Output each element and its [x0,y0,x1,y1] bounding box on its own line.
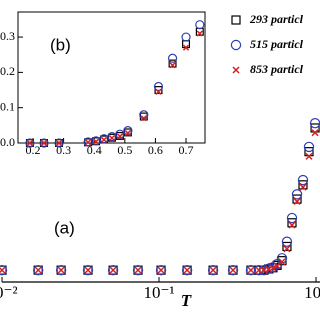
circle-marker [32,264,44,276]
x-marker [278,258,286,266]
x-marker [247,266,255,274]
x-marker [116,133,123,140]
circle-marker [207,264,219,276]
square-marker [292,194,302,204]
square-marker [282,241,292,252]
x-marker [0,266,6,274]
circle-marker [55,264,67,276]
legend-marker [232,66,240,74]
circle-marker [181,264,193,276]
x-tick-label: 0.7 [179,143,194,157]
x-marker [55,139,63,147]
x-tick-label: 0.3 [56,143,71,157]
y-tick-label: 0.3 [0,29,15,43]
x-marker [109,266,117,274]
x-marker [108,134,116,142]
legend-marker [230,39,242,51]
circle-marker [107,132,117,142]
circle-marker [25,138,35,148]
square-marker [298,180,308,190]
circle-marker [132,264,144,276]
legend-label: 853 particl [250,62,304,76]
circle-marker [82,264,94,276]
x-marker [283,245,291,253]
x-tick-label: 0.5 [117,143,132,157]
circle-marker [195,20,205,30]
x-marker [288,221,296,229]
x-marker [209,266,217,274]
circle-marker [281,236,293,247]
y-tick-label: 0.1 [0,99,15,113]
circle-marker [303,141,315,153]
x-tick-label: 10⁻² [0,283,18,302]
legend-label: 293 particl [249,12,304,26]
x-marker [34,266,42,274]
y-tick-label: 0.2 [0,64,15,78]
circle-marker [181,32,191,42]
circle-marker [155,264,167,276]
x-marker [229,266,237,274]
x-marker [157,266,165,274]
x-marker [169,62,176,69]
x-marker [85,139,92,146]
panel-label: (b) [50,35,71,54]
legend-marker [231,15,241,25]
circle-marker [115,129,125,139]
legend-label: 515 particl [250,37,304,51]
circle-marker [0,264,8,276]
square-marker [168,59,177,68]
x-marker [124,130,131,137]
panel-label: (a) [54,218,75,237]
x-marker [183,266,191,274]
circle-marker [297,174,309,186]
x-marker [155,88,162,95]
x-marker [134,266,142,274]
x-axis-label: T [181,291,192,310]
circle-marker [309,118,320,129]
x-marker [311,129,319,137]
x-marker [305,152,313,160]
x-tick-label: 0.6 [148,143,163,157]
circle-marker [167,53,178,63]
x-marker [84,266,92,274]
circle-marker [153,81,164,92]
circle-marker [123,126,133,136]
circle-marker [107,264,119,276]
x-marker [299,183,307,191]
circle-marker [286,212,298,224]
circle-marker [245,264,257,276]
x-marker [40,139,48,147]
x-marker [57,266,65,274]
x-tick-label: 10⁰ [304,283,320,302]
x-marker [269,264,277,272]
x-marker [100,136,108,143]
x-marker [196,30,203,37]
x-marker [182,44,190,51]
x-marker [92,138,100,145]
x-tick-label: 10⁻¹ [143,283,174,302]
y-tick-label: 0.0 [0,135,15,149]
inset-frame [17,11,206,144]
square-marker [287,218,297,228]
x-marker [26,139,34,147]
x-marker [293,197,301,205]
circle-marker [227,264,239,276]
circle-marker [54,138,64,148]
square-marker [154,86,163,95]
circle-marker [291,189,303,200]
circle-marker [39,138,49,148]
x-marker [140,115,147,122]
